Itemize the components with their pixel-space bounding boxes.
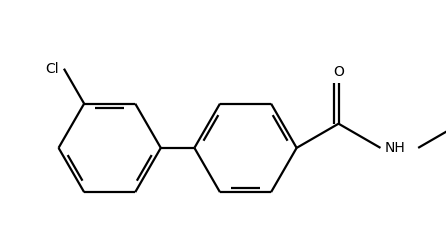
Text: Cl: Cl (45, 62, 59, 76)
Text: O: O (333, 65, 344, 79)
Text: NH: NH (384, 141, 405, 155)
